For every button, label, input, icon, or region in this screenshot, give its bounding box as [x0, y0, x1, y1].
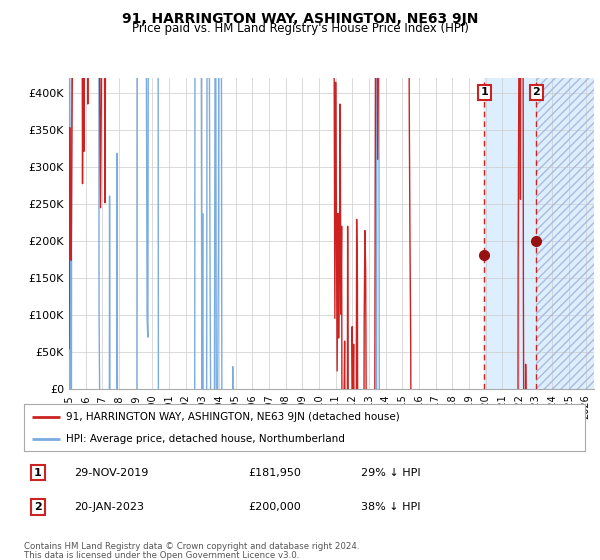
Bar: [484, 78, 536, 389]
Text: Contains HM Land Registry data © Crown copyright and database right 2024.: Contains HM Land Registry data © Crown c…: [24, 542, 359, 551]
Text: 29-NOV-2019: 29-NOV-2019: [74, 468, 149, 478]
Text: 20-JAN-2023: 20-JAN-2023: [74, 502, 145, 512]
Text: This data is licensed under the Open Government Licence v3.0.: This data is licensed under the Open Gov…: [24, 551, 299, 560]
Text: 1: 1: [34, 468, 42, 478]
Text: HPI: Average price, detached house, Northumberland: HPI: Average price, detached house, Nort…: [66, 434, 345, 444]
Text: 91, HARRINGTON WAY, ASHINGTON, NE63 9JN (detached house): 91, HARRINGTON WAY, ASHINGTON, NE63 9JN …: [66, 412, 400, 422]
Text: 91, HARRINGTON WAY, ASHINGTON, NE63 9JN: 91, HARRINGTON WAY, ASHINGTON, NE63 9JN: [122, 12, 478, 26]
Text: £181,950: £181,950: [248, 468, 301, 478]
Bar: [536, 78, 594, 389]
Text: 2: 2: [533, 87, 541, 97]
Text: 2: 2: [34, 502, 42, 512]
Text: 1: 1: [480, 87, 488, 97]
Bar: [536, 78, 594, 389]
Text: £200,000: £200,000: [248, 502, 301, 512]
Text: 38% ↓ HPI: 38% ↓ HPI: [361, 502, 420, 512]
Text: 29% ↓ HPI: 29% ↓ HPI: [361, 468, 420, 478]
Text: Price paid vs. HM Land Registry's House Price Index (HPI): Price paid vs. HM Land Registry's House …: [131, 22, 469, 35]
